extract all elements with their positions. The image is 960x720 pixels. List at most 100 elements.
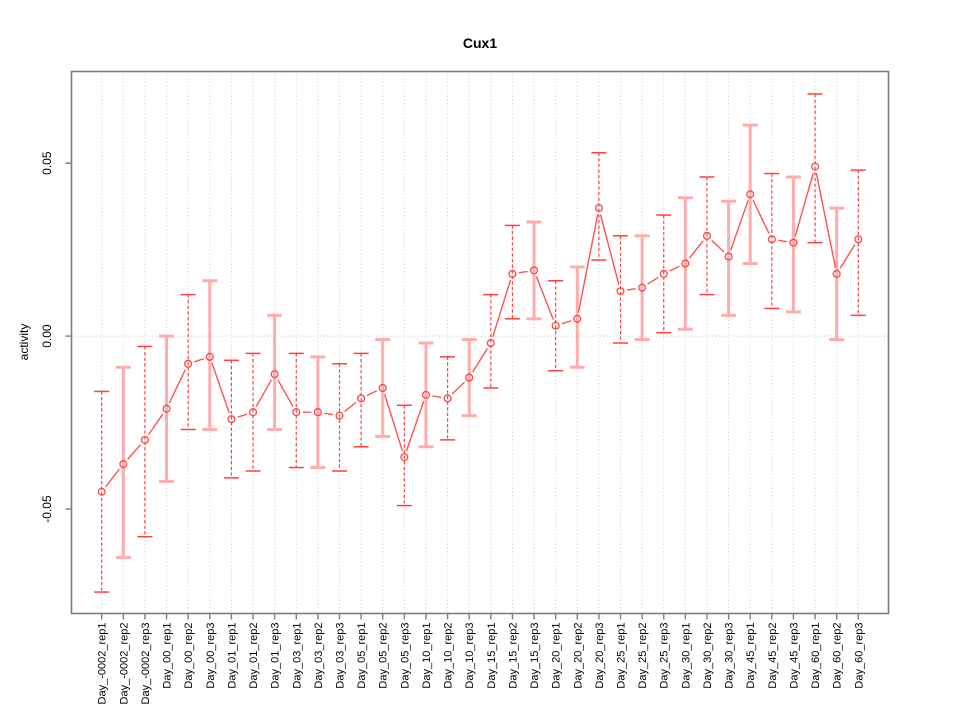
data-point [400, 453, 409, 462]
data-point [335, 411, 344, 420]
x-tick-label: Day_30_rep2 [702, 623, 714, 689]
data-point [659, 269, 668, 278]
x-tick-label: Day_60_rep1 [810, 623, 822, 689]
x-tick-label: Day_00_rep3 [205, 623, 217, 689]
x-tick-label: Day_45_rep3 [788, 623, 800, 689]
x-tick-label: Day_03_rep2 [313, 623, 325, 689]
x-tick-label: Day_20_rep1 [551, 623, 563, 689]
x-tick-label: Day_25_rep2 [637, 623, 649, 689]
series-segment [599, 214, 620, 286]
x-tick-label: Day_01_rep3 [270, 623, 282, 689]
series-segment [492, 279, 512, 338]
x-tick-label: Day_-0002_rep2 [118, 623, 130, 705]
x-tick-label: Day_03_rep1 [291, 623, 303, 689]
data-point [702, 231, 712, 240]
data-point [119, 460, 128, 469]
x-tick-label: Day_25_rep1 [616, 623, 628, 689]
data-point [465, 373, 474, 382]
data-point [854, 235, 863, 244]
x-tick-label: Day_30_rep1 [680, 623, 692, 689]
x-tick-label: Day_20_rep2 [572, 623, 584, 689]
data-point [638, 283, 647, 292]
data-point [248, 408, 258, 417]
series-segment [815, 172, 837, 268]
series-segment [451, 381, 465, 395]
chart-title: Cux1 [462, 35, 498, 51]
x-tick-label: Day_10_rep1 [421, 623, 433, 689]
y-tick-label: -0.05 [40, 495, 54, 523]
series-segment [127, 444, 142, 460]
data-point [746, 190, 755, 199]
data-point [832, 269, 841, 278]
series-segment [561, 320, 572, 325]
series-segment [626, 288, 636, 291]
series-segment [148, 413, 164, 435]
data-point [789, 238, 798, 247]
series-segment [432, 395, 442, 399]
x-tick-label: Day_03_rep3 [334, 623, 346, 689]
series-segment [794, 172, 814, 237]
series-segment [647, 276, 659, 285]
x-tick-label: Day_15_rep3 [529, 623, 541, 689]
data-point [313, 408, 322, 417]
series-segment [472, 348, 488, 373]
data-point [594, 204, 603, 213]
x-tick-label: Day_05_rep2 [378, 623, 390, 689]
series-segment [518, 270, 528, 274]
data-point [140, 435, 149, 444]
data-point [227, 415, 236, 424]
series-segment [383, 393, 404, 452]
data-point [616, 287, 625, 296]
series-segment [839, 244, 856, 269]
x-tick-label: Day_45_rep1 [745, 623, 757, 689]
y-tick-label: 0.05 [40, 151, 54, 175]
series-segment [277, 379, 294, 407]
series-segment [711, 239, 725, 253]
x-tick-label: Day_30_rep3 [724, 623, 736, 689]
data-point [724, 252, 733, 261]
x-tick-label: Day_00_rep1 [162, 623, 174, 689]
series-segment [752, 199, 770, 234]
x-tick-label: Day_10_rep2 [443, 623, 455, 689]
series-segment [324, 412, 334, 416]
plot-frame [70, 70, 890, 615]
x-tick-label: Day_15_rep2 [507, 623, 519, 689]
data-point [292, 408, 301, 417]
series-segment [688, 240, 704, 259]
y-tick-label: 0.00 [40, 324, 54, 348]
data-point [378, 383, 387, 393]
x-tick-label: Day_05_rep3 [399, 623, 411, 689]
y-axis-label: activity [17, 323, 31, 361]
series-segment [168, 369, 186, 404]
data-point [811, 162, 820, 171]
data-point [767, 235, 776, 244]
series-segment [405, 400, 425, 452]
x-tick-label: Day_00_rep2 [183, 623, 195, 689]
x-tick-label: Day_05_rep1 [356, 623, 368, 689]
data-point [529, 266, 539, 275]
series-segment [778, 239, 788, 243]
data-point [162, 404, 171, 413]
data-point [421, 390, 431, 399]
series-segment [105, 468, 120, 488]
x-tick-label: Day_25_rep3 [659, 623, 671, 689]
series-segment [535, 276, 554, 320]
x-tick-label: Day_45_rep2 [767, 623, 779, 689]
data-point [681, 259, 690, 268]
series-segment [366, 390, 378, 397]
data-point [97, 487, 106, 496]
series-segment [669, 265, 680, 272]
data-point [486, 338, 495, 348]
x-tick-label: Day_01_rep2 [248, 623, 260, 689]
series-segment [194, 358, 204, 363]
series-segment [577, 214, 599, 313]
x-tick-label: Day_01_rep1 [226, 623, 238, 689]
data-point [551, 321, 560, 330]
x-tick-label: Day_10_rep3 [464, 623, 476, 689]
x-tick-label: Day_-0002_rep3 [140, 623, 152, 705]
data-point [184, 359, 193, 368]
data-point [205, 352, 214, 361]
x-tick-label: Day_15_rep1 [486, 623, 498, 689]
